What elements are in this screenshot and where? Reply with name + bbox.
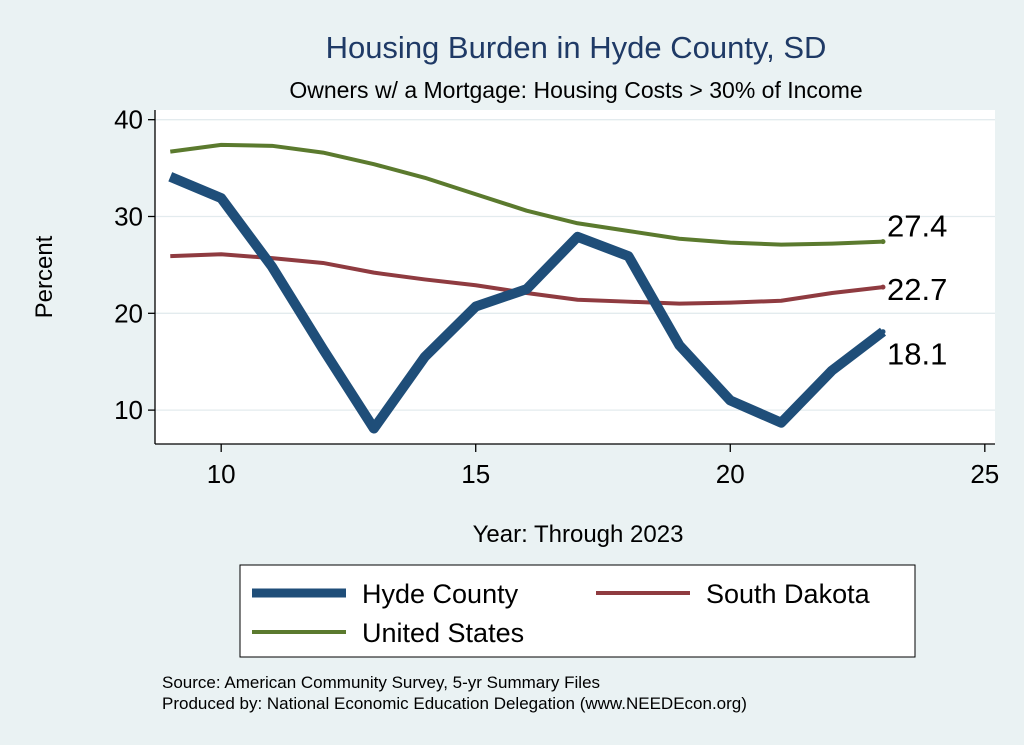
y-tick-label: 20 — [114, 298, 143, 328]
series-lines — [168, 142, 887, 434]
end-label-united-states: 27.4 — [887, 209, 947, 244]
legend-box — [239, 564, 916, 658]
y-tick-label: 40 — [114, 105, 143, 135]
y-axis-label: Percent — [31, 235, 58, 318]
legend-label-hyde-county: Hyde County — [362, 579, 519, 609]
end-marker-hyde-county — [880, 329, 886, 335]
y-tick-label: 30 — [114, 201, 143, 231]
end-marker-south-dakota — [880, 284, 886, 290]
series-line-hyde-county — [168, 172, 887, 434]
x-tick-label: 25 — [970, 459, 999, 489]
x-tick-label: 10 — [207, 459, 236, 489]
end-marker-united-states — [880, 239, 886, 245]
x-tick-label: 20 — [716, 459, 745, 489]
plot-area — [155, 110, 995, 444]
x-axis-label: Year: Through 2023 — [473, 521, 684, 548]
source-line: Source: American Community Survey, 5-yr … — [162, 673, 600, 692]
legend: Hyde County South Dakota United States — [239, 564, 916, 658]
produced-by-line: Produced by: National Economic Education… — [162, 694, 747, 713]
series-line-united-states — [170, 142, 884, 247]
end-labels: 18.1 22.7 27.4 — [880, 209, 947, 372]
legend-label-united-states: United States — [362, 618, 524, 648]
end-label-hyde-county: 18.1 — [887, 337, 947, 372]
y-tick-label: 10 — [114, 395, 143, 425]
chart-subtitle: Owners w/ a Mortgage: Housing Costs > 30… — [289, 77, 862, 103]
end-label-south-dakota: 22.7 — [887, 272, 947, 307]
legend-label-south-dakota: South Dakota — [706, 579, 871, 609]
axes: 10 20 30 40 10 15 20 25 — [114, 105, 999, 489]
chart-title: Housing Burden in Hyde County, SD — [326, 30, 827, 65]
x-tick-label: 15 — [461, 459, 490, 489]
